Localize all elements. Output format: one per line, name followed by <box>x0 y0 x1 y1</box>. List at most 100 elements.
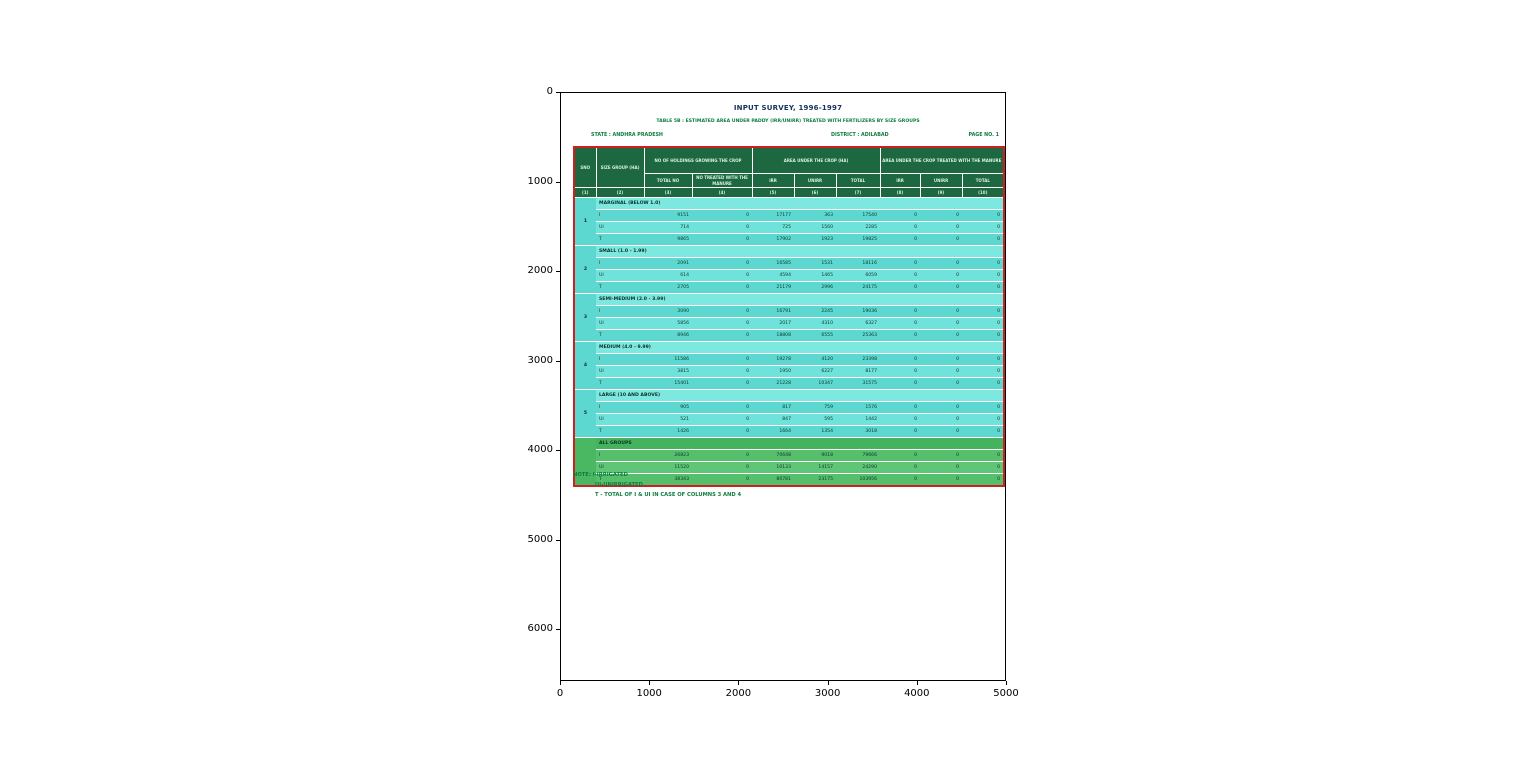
cell-value: 0 <box>920 209 963 222</box>
cell-value: 0 <box>962 365 1005 378</box>
row-type-label: T <box>596 281 644 294</box>
row-type-label: UI <box>596 317 644 330</box>
cell-value: 0 <box>692 353 753 366</box>
cell-value: 0 <box>962 473 1005 487</box>
row-type-label: T <box>596 425 644 438</box>
table-row: UI 714 0 725 1560 2285 0 0 0 <box>574 221 1005 234</box>
table-header: SNO SIZE GROUP (HA) NO OF HOLDINGS GROWI… <box>573 146 1005 198</box>
cell-value: 21179 <box>752 281 795 294</box>
x-tick-mark <box>649 681 651 685</box>
y-tick-label: 1000 <box>527 175 553 187</box>
cell-value: 0 <box>880 377 921 390</box>
cell-value: 0 <box>962 233 1005 246</box>
cell-value: 0 <box>962 221 1005 234</box>
cell-value: 614 <box>644 269 692 282</box>
cell-value: 0 <box>962 209 1005 222</box>
row-type-label: I <box>596 257 644 270</box>
cell-value: 19036 <box>836 305 881 318</box>
row-type-label: UI <box>596 413 644 426</box>
cell-value: 0 <box>692 329 753 342</box>
row-type-label: T <box>596 233 644 246</box>
x-tick-label: 3000 <box>814 688 841 699</box>
y-tick-mark <box>556 629 560 630</box>
note-line: UI-UNIRRIGATED <box>595 482 643 488</box>
cell-value: 0 <box>962 425 1005 438</box>
table-notes: NOTE: I-IRRIGATED UI-UNIRRIGATED T - TOTAL… <box>573 470 741 500</box>
cell-value: 24290 <box>836 461 881 474</box>
cell-value: 0 <box>880 317 921 330</box>
table-row: T 15401 0 21228 10347 31575 0 0 0 <box>574 377 1005 390</box>
cell-value: 23175 <box>794 473 837 487</box>
cell-value: 0 <box>692 221 753 234</box>
column-number: (4) <box>691 187 753 198</box>
cell-value: 0 <box>920 317 963 330</box>
cell-value: 0 <box>920 257 963 270</box>
cell-value: 0 <box>880 353 921 366</box>
section-label: MEDIUM (4.0 - 9.99) <box>596 341 1005 354</box>
cell-value: 1560 <box>794 221 837 234</box>
cell-value: 0 <box>962 329 1005 342</box>
col-header-unirr-treated: UNIRR <box>919 173 963 188</box>
cell-value: 0 <box>920 401 963 414</box>
cell-value: 0 <box>880 257 921 270</box>
cell-value: 0 <box>962 317 1005 330</box>
section-header-row: ALL GROUPS <box>574 437 1005 487</box>
y-tick-mark <box>556 181 560 183</box>
cell-value: 19825 <box>836 233 881 246</box>
col-group-area: AREA UNDER THE CROP (HA) <box>751 146 881 174</box>
cell-value: 26823 <box>644 449 692 462</box>
col-header-treated-no: NO TREATED WITH THE MANURE <box>691 173 753 188</box>
table-row: UI 3815 0 1950 6227 8177 0 0 0 <box>574 365 1005 378</box>
cell-value: 0 <box>880 269 921 282</box>
cell-value: 25363 <box>836 329 881 342</box>
cell-value: 2091 <box>644 257 692 270</box>
section-label: ALL GROUPS <box>596 437 1005 450</box>
cell-value: 905 <box>644 401 692 414</box>
section-sno: 3 <box>574 293 596 342</box>
table-row: I 905 0 817 759 1576 0 0 0 <box>574 401 1005 414</box>
cell-value: 0 <box>692 473 753 487</box>
row-type-label: I <box>596 449 644 462</box>
cell-value: 11586 <box>644 353 692 366</box>
cell-value: 0 <box>880 221 921 234</box>
cell-value: 70648 <box>752 449 795 462</box>
row-type-label: UI <box>596 269 644 282</box>
cell-value: 8946 <box>644 329 692 342</box>
cell-value: 0 <box>962 377 1005 390</box>
section-header-row: 4 MEDIUM (4.0 - 9.99) <box>574 341 1005 390</box>
cell-value: 4310 <box>794 317 837 330</box>
header-group-row: SNO SIZE GROUP (HA) NO OF HOLDINGS GROWI… <box>573 146 1005 188</box>
section-header-row: 2 SMALL (1.0 - 1.99) <box>574 245 1005 294</box>
col-header-total-no: TOTAL NO <box>643 173 693 188</box>
cell-value: 0 <box>920 377 963 390</box>
col-header-irr: IRR <box>751 173 795 188</box>
cell-value: 1664 <box>752 425 795 438</box>
x-tick-label: 5000 <box>993 688 1019 699</box>
x-tick-label: 4000 <box>904 688 930 699</box>
x-tick-label: 0 <box>556 688 564 699</box>
cell-value: 0 <box>920 269 963 282</box>
cell-value: 0 <box>920 425 963 438</box>
cell-value: 0 <box>920 413 963 426</box>
table-row: UI 11520 0 10133 14157 24290 0 0 0 <box>574 461 1005 474</box>
x-tick-mark <box>738 681 740 685</box>
cell-value: 8177 <box>836 365 881 378</box>
cell-value: 0 <box>880 449 921 462</box>
y-tick-label: 3000 <box>527 354 553 366</box>
cell-value: 0 <box>920 329 963 342</box>
y-tick-label: 2000 <box>527 265 553 276</box>
column-number: (9) <box>919 187 963 198</box>
cell-value: 0 <box>920 449 963 462</box>
state-label: STATE : ANDHRA PRADESH <box>591 133 663 138</box>
cell-value: 363 <box>794 209 837 222</box>
section-sno: 1 <box>574 197 596 246</box>
x-tick-mark <box>560 681 561 685</box>
cell-value: 80781 <box>752 473 795 487</box>
section-header-row: 3 SEMI-MEDIUM (2.0 - 3.99) <box>574 293 1005 342</box>
x-tick-mark <box>827 681 829 685</box>
table-row: UI 5856 0 2017 4310 6327 0 0 0 <box>574 317 1005 330</box>
table-row: I 11586 0 19278 4120 23398 0 0 0 <box>574 353 1005 366</box>
cell-value: 0 <box>692 413 753 426</box>
cell-value: 2285 <box>836 221 881 234</box>
x-tick-label: 2000 <box>725 688 752 699</box>
